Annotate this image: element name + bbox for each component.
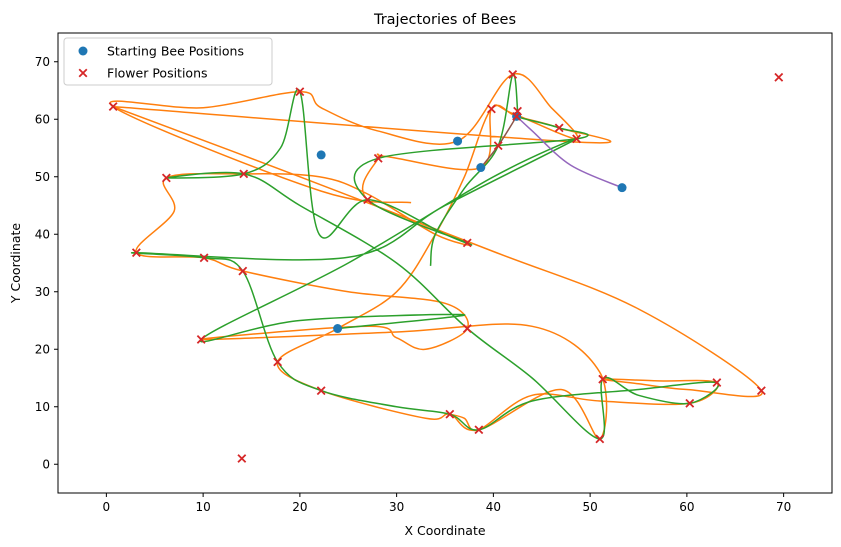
legend-marker-flower: [78, 68, 88, 78]
flower-point-24: [756, 386, 766, 396]
trajectory-1: [112, 105, 763, 432]
flower-point-10: [373, 153, 383, 163]
y-tick-label-6: 60: [35, 112, 50, 126]
start-point-2: [476, 163, 486, 173]
y-tick-label-2: 20: [35, 342, 50, 356]
y-tick-label-4: 40: [35, 227, 50, 241]
x-tick-label-5: 50: [582, 500, 597, 514]
x-tick-label-1: 10: [195, 500, 210, 514]
x-tick-label-7: 70: [776, 500, 791, 514]
y-tick-label-7: 70: [35, 55, 50, 69]
legend: Starting Bee Positions Flower Positions: [63, 37, 273, 86]
plot-frame: [57, 32, 833, 494]
x-tick-label-2: 20: [292, 500, 307, 514]
x-tick-label-6: 60: [679, 500, 694, 514]
y-axis-ticks: 0 10 20 30 40 50 60 70: [35, 55, 58, 471]
trajectory-4: [480, 115, 518, 169]
legend-label-1: Flower Positions: [107, 66, 208, 81]
y-tick-label-5: 50: [35, 170, 50, 184]
flower-point-21: [316, 386, 326, 396]
y-axis-label: Y Coordinate: [8, 223, 23, 304]
flower-point-28: [595, 434, 605, 444]
flower-point-6: [512, 111, 522, 121]
flower-point-3: [774, 72, 784, 82]
x-tick-label-3: 30: [389, 500, 404, 514]
flower-point-12: [239, 169, 249, 179]
start-point-1: [453, 136, 463, 146]
start-point-3: [617, 183, 627, 193]
flower-point-13: [363, 195, 373, 205]
flower-points-layer: [108, 69, 784, 463]
flower-point-16: [238, 266, 248, 276]
flower-point-25: [685, 398, 695, 408]
flower-point-1: [295, 87, 305, 97]
flower-point-19: [462, 324, 472, 333]
flower-point-0: [108, 102, 118, 112]
flower-point-4: [487, 104, 496, 114]
flower-point-7: [554, 123, 564, 133]
flower-point-2: [508, 69, 518, 79]
start-points-layer: [316, 111, 627, 334]
y-tick-label-0: 0: [42, 457, 50, 471]
flower-point-22: [598, 374, 608, 384]
flower-point-20: [273, 357, 283, 367]
start-point-4: [333, 324, 343, 334]
start-point-0: [316, 150, 326, 160]
flower-point-8: [572, 134, 582, 144]
flower-point-26: [445, 409, 455, 419]
y-tick-label-1: 10: [35, 400, 50, 414]
x-tick-label-4: 40: [486, 500, 501, 514]
trajectory-layer: [109, 73, 763, 440]
legend-box: [63, 37, 273, 86]
flower-point-9: [493, 141, 503, 151]
trajectory-2: [131, 73, 720, 440]
x-axis-ticks: 0 10 20 30 40 50 60 70: [103, 493, 791, 514]
flower-point-11: [161, 173, 171, 183]
legend-marker-start: [78, 46, 88, 56]
flower-point-15: [199, 253, 209, 263]
x-axis-label: X Coordinate: [404, 523, 485, 538]
flower-point-23: [712, 378, 722, 388]
flower-point-14: [131, 248, 141, 258]
legend-label-0: Starting Bee Positions: [107, 44, 244, 59]
flower-point-27: [474, 425, 484, 435]
flower-point-17: [462, 238, 472, 248]
trajectory-3: [516, 115, 623, 189]
y-tick-label-3: 30: [35, 285, 50, 299]
flower-point-29: [237, 454, 247, 463]
chart-title: Trajectories of Bees: [373, 12, 516, 28]
x-tick-label-0: 0: [103, 500, 111, 514]
flower-point-18: [196, 335, 206, 344]
